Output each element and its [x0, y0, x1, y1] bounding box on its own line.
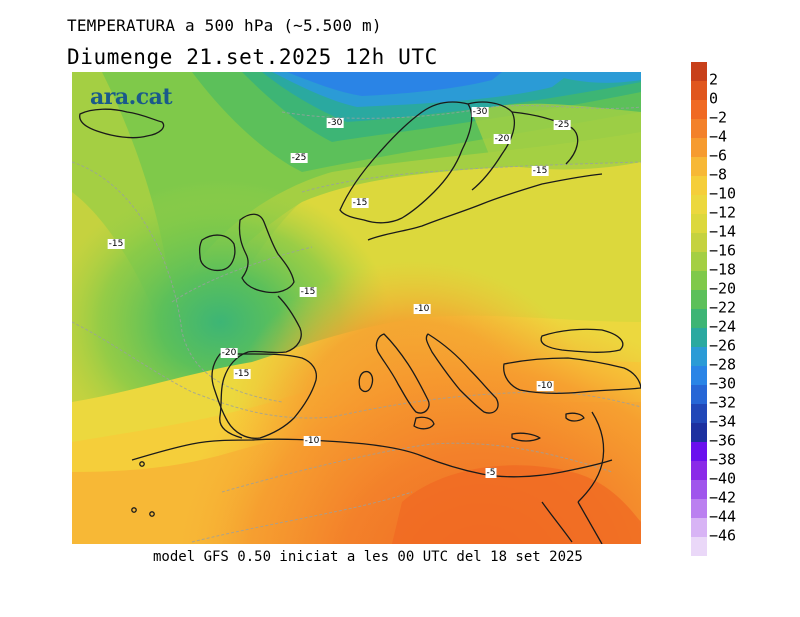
legend-label: −18 [709, 260, 737, 278]
contour-label: -10 [413, 304, 431, 314]
contour-label: -30 [326, 118, 344, 128]
legend-swatch [691, 271, 707, 290]
legend-label: −20 [709, 279, 737, 297]
legend-label: −46 [709, 526, 737, 544]
contour-label: -20 [493, 134, 511, 144]
model-info: model GFS 0.50 iniciat a les 00 UTC del … [153, 549, 583, 565]
legend-label: −30 [709, 374, 737, 392]
legend-label: −38 [709, 450, 737, 468]
legend-swatch [691, 214, 707, 233]
legend-swatch [691, 157, 707, 176]
legend-label: −2 [709, 108, 728, 126]
contour-label: -25 [553, 120, 571, 130]
legend-swatch [691, 518, 707, 537]
legend-swatch [691, 442, 707, 461]
legend-swatch [691, 290, 707, 309]
contour-label: -25 [290, 153, 308, 163]
legend-swatch [691, 404, 707, 423]
legend-label: −16 [709, 241, 737, 259]
legend-label: 2 [709, 70, 719, 88]
map-canvas [72, 72, 641, 544]
legend-label: −6 [709, 146, 728, 164]
legend-label: −12 [709, 203, 737, 221]
forecast-date: Diumenge 21.set.2025 12h UTC [67, 45, 438, 69]
legend-label: −4 [709, 127, 728, 145]
legend-swatch [691, 252, 707, 271]
legend-swatch [691, 81, 707, 100]
legend-swatch [691, 366, 707, 385]
legend-label: −24 [709, 317, 737, 335]
legend-swatch [691, 100, 707, 119]
contour-label: -15 [233, 369, 251, 379]
legend-swatch [691, 176, 707, 195]
legend-swatch [691, 537, 707, 556]
legend-label: −42 [709, 488, 737, 506]
legend-swatch [691, 195, 707, 214]
chart-title: TEMPERATURA a 500 hPa (~5.500 m) [67, 16, 382, 35]
brand-logo: ara.cat [90, 84, 173, 110]
contour-label: -30 [471, 107, 489, 117]
contour-label: -10 [303, 436, 321, 446]
legend-label: −44 [709, 507, 737, 525]
temperature-map: ara.cat -30 -30 -25 -20 -25 -15 -15 -15 … [72, 72, 641, 544]
legend-swatch [691, 62, 707, 81]
legend-swatch [691, 347, 707, 366]
legend-label: −22 [709, 298, 737, 316]
legend-label: −32 [709, 393, 737, 411]
contour-label: -15 [107, 239, 125, 249]
legend-swatch [691, 119, 707, 138]
legend-swatch [691, 233, 707, 252]
contour-label: -15 [531, 166, 549, 176]
contour-label: -10 [536, 381, 554, 391]
legend-label: −40 [709, 469, 737, 487]
legend-swatch [691, 309, 707, 328]
contour-label: -20 [220, 348, 238, 358]
legend-label: −36 [709, 431, 737, 449]
legend-label: −28 [709, 355, 737, 373]
legend-label: −8 [709, 165, 728, 183]
legend-swatch [691, 480, 707, 499]
legend-swatch [691, 461, 707, 480]
legend-swatch [691, 499, 707, 518]
legend-label: −26 [709, 336, 737, 354]
legend-swatch [691, 328, 707, 347]
legend-label: −10 [709, 184, 737, 202]
legend-swatch [691, 423, 707, 442]
legend-label: 0 [709, 89, 719, 107]
contour-label: -15 [299, 287, 317, 297]
contour-label: -15 [351, 198, 369, 208]
legend-label: −14 [709, 222, 737, 240]
color-legend [691, 62, 707, 556]
legend-swatch [691, 138, 707, 157]
legend-swatch [691, 385, 707, 404]
legend-label: −34 [709, 412, 737, 430]
contour-label: -5 [485, 468, 497, 478]
